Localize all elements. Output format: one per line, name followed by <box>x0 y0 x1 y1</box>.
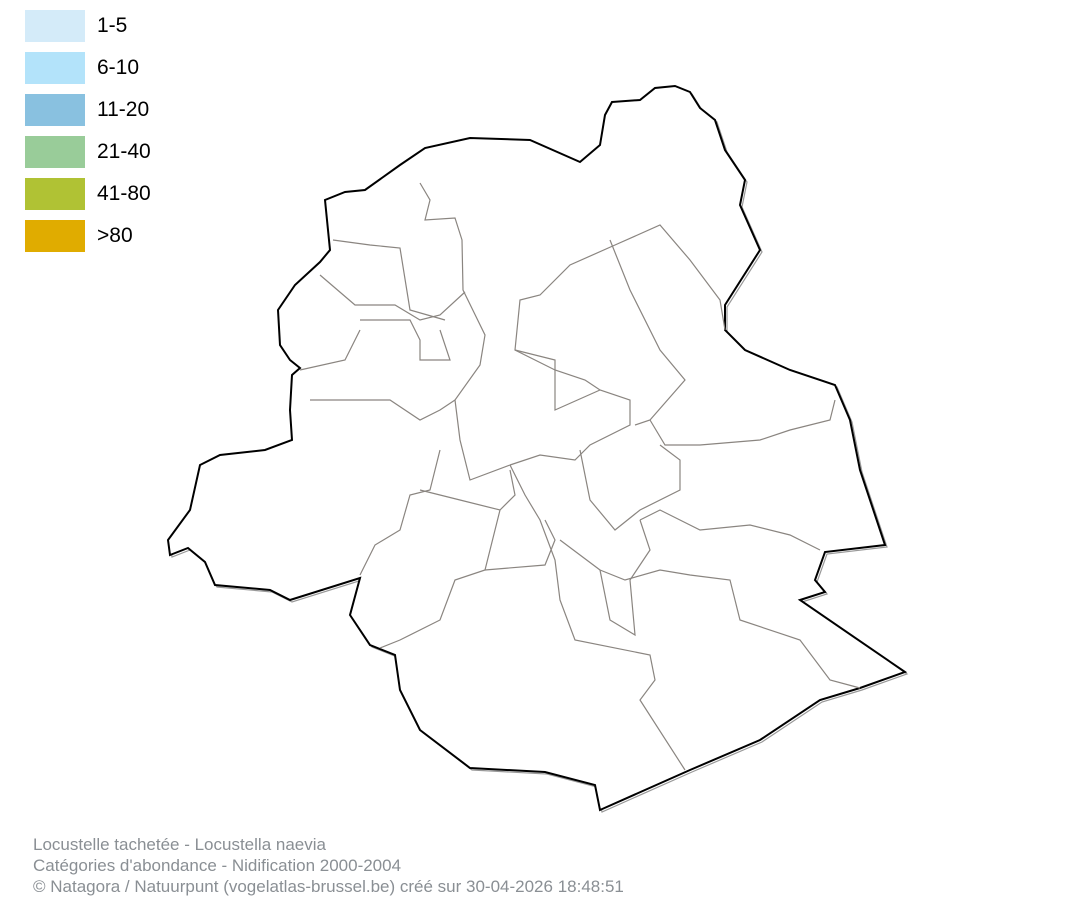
municipality-border <box>599 569 861 689</box>
municipality-border <box>514 349 601 411</box>
legend-label: 1-5 <box>97 14 128 37</box>
legend-label: 11-20 <box>97 98 150 121</box>
legend-swatch <box>25 136 85 168</box>
legend-item: 6-10 <box>25 47 151 89</box>
map-subtitle: Catégories d'abondance - Nidification 20… <box>33 856 402 875</box>
legend-label: >80 <box>97 224 133 247</box>
map-caption: Locustelle tachetée - Locustella naevia … <box>33 834 624 897</box>
legend-swatch <box>25 52 85 84</box>
municipality-border <box>379 509 501 649</box>
legend-swatch <box>25 220 85 252</box>
municipality-border <box>579 444 681 531</box>
municipality-border <box>332 239 446 321</box>
legend-item: 1-5 <box>25 5 151 47</box>
legend-label: 6-10 <box>97 56 140 79</box>
municipality-border <box>484 519 556 571</box>
municipality-border <box>649 399 836 446</box>
municipality-border <box>609 239 686 426</box>
municipality-borders <box>299 182 861 771</box>
legend-label: 41-80 <box>97 182 151 205</box>
municipality-border <box>509 224 726 466</box>
municipality-border <box>419 182 511 481</box>
municipality-border <box>299 329 361 371</box>
legend: 1-5 6-10 11-20 21-40 41-80 >80 <box>25 5 151 257</box>
copyright-line: © Natagora / Natuurpunt (vogelatlas-brus… <box>33 877 624 896</box>
region-outline <box>166 84 908 812</box>
species-title: Locustelle tachetée - Locustella naevia <box>33 835 326 854</box>
municipality-border <box>509 464 686 771</box>
municipality-border <box>359 449 441 576</box>
municipality-border <box>310 399 456 421</box>
municipality-border <box>639 509 821 551</box>
legend-item: 41-80 <box>25 173 151 215</box>
legend-item: >80 <box>25 215 151 257</box>
legend-swatch <box>25 178 85 210</box>
municipality-border <box>360 319 451 361</box>
legend-item: 11-20 <box>25 89 151 131</box>
legend-item: 21-40 <box>25 131 151 173</box>
municipality-border <box>319 274 466 321</box>
legend-label: 21-40 <box>97 140 151 163</box>
legend-swatch <box>25 94 85 126</box>
legend-swatch <box>25 10 85 42</box>
